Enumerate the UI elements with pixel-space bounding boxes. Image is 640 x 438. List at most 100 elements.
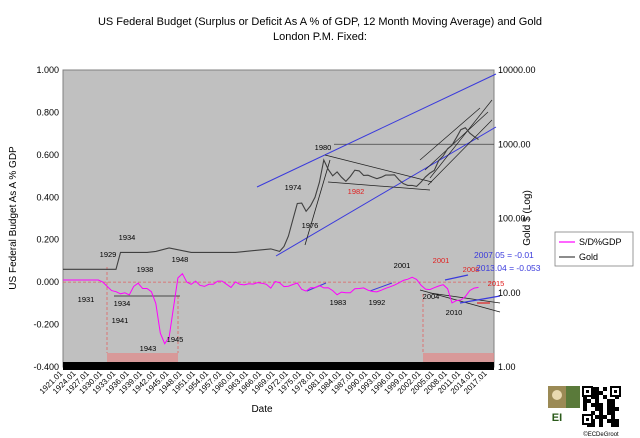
annotation-black-12: 1945 xyxy=(167,335,184,344)
qr-finder-dot-2 xyxy=(586,418,589,421)
annotation-black-15: 2004 xyxy=(423,292,440,301)
qr-cell xyxy=(603,395,607,399)
qr-cell xyxy=(595,399,599,403)
y-right-tick-1: 1000.00 xyxy=(498,139,531,149)
annotation-black-7: 1948 xyxy=(172,255,189,264)
qr-cell xyxy=(595,387,599,391)
credit-text: ©ECDeGroot xyxy=(583,431,619,438)
qr-cell xyxy=(611,403,615,407)
x-axis-label: Date xyxy=(251,404,273,415)
qr-cell xyxy=(611,399,615,403)
qr-cell xyxy=(607,403,611,407)
y-left-tick-3: 0.400 xyxy=(36,192,59,202)
qr-cell xyxy=(587,399,591,403)
qr-cell xyxy=(599,419,603,423)
y-axis-right-ticks: 10000.00 1000.00 100.00 10.00 1.00 xyxy=(498,65,536,372)
y-axis-left-ticks: 1.000 0.800 0.600 0.400 0.200 0.000 -0.200 -0.4… xyxy=(33,65,59,372)
qr-cell xyxy=(599,423,603,427)
qr-cell xyxy=(607,411,611,415)
qr-cell xyxy=(591,411,595,415)
annotation-black-2: 1976 xyxy=(302,221,319,230)
qr-cell xyxy=(591,403,595,407)
qr-cell xyxy=(603,387,607,391)
annotation-black-4: 1934 xyxy=(119,233,136,242)
y-axis-left-label: US Federal Budget As A % GDP xyxy=(8,146,19,290)
y-left-tick-0: 1.000 xyxy=(36,65,59,75)
qr-cell xyxy=(595,415,599,419)
annotation-red-0: 1982 xyxy=(348,187,365,196)
logo-side xyxy=(566,386,580,408)
blue-arrow-2007 xyxy=(444,274,469,281)
annotation-black-13: 1983 xyxy=(330,298,347,307)
qr-cell xyxy=(607,407,611,411)
qr-cell xyxy=(595,391,599,395)
annotation-black-14: 1992 xyxy=(369,298,386,307)
legend-label-gold: Gold xyxy=(579,252,598,262)
qr-cell xyxy=(611,407,615,411)
annotation-black-1: 1974 xyxy=(285,183,302,192)
series-line-s-d-gdp xyxy=(63,272,479,345)
series-line-gold xyxy=(63,127,479,270)
triangle-lower xyxy=(327,181,431,191)
blue-arrow-2013 xyxy=(459,295,501,304)
qr-cell xyxy=(595,403,599,407)
qr-cell xyxy=(615,407,619,411)
annotation-red-2: 2008 xyxy=(463,265,480,274)
qr-cell xyxy=(599,403,603,407)
x-axis-ticks: 1921.011924.011927.011930.011933.011936.… xyxy=(38,369,490,396)
qr-cell xyxy=(595,395,599,399)
qr-cell xyxy=(599,407,603,411)
annotation-red-1: 2001 xyxy=(433,256,450,265)
qr-cell xyxy=(611,411,615,415)
triangle-upper xyxy=(324,154,433,183)
logo: EI ©ECDeGroot xyxy=(548,386,621,438)
qr-cell xyxy=(603,415,607,419)
qr-cell xyxy=(583,399,587,403)
data-series xyxy=(63,127,479,345)
chart-title-line2: London P.M. Fixed: xyxy=(273,31,367,43)
y-left-tick-6: -0.200 xyxy=(33,320,59,330)
qr-cell xyxy=(611,423,615,427)
y-left-tick-5: 0.000 xyxy=(36,277,59,287)
annotation-black-9: 1934 xyxy=(114,299,131,308)
y-left-tick-4: 0.200 xyxy=(36,235,59,245)
blue-channel-lower xyxy=(275,126,497,257)
y-left-tick-7: -0.400 xyxy=(33,362,59,372)
annotation-black-16: 2010 xyxy=(446,308,463,317)
y-axis-right-label: Gold $ (Log) xyxy=(522,190,533,246)
qr-code xyxy=(582,386,621,427)
qr-finder-dot-1 xyxy=(614,390,617,393)
annotation-red-3: 2015 xyxy=(488,279,505,288)
qr-cell xyxy=(607,419,611,423)
qr-cell xyxy=(595,407,599,411)
fan-line-1 xyxy=(419,107,481,161)
qr-cell xyxy=(583,407,587,411)
chart-title-line1: US Federal Budget (Surplus or Deficit As… xyxy=(98,16,542,28)
fan-line-4 xyxy=(427,119,493,186)
x-axis-bar xyxy=(63,362,494,370)
annotation-black-0: 1980 xyxy=(315,143,332,152)
legend-box xyxy=(554,231,634,267)
support-1976 xyxy=(304,159,331,246)
annotation-black-11: 1943 xyxy=(140,344,157,353)
qr-cell xyxy=(583,403,587,407)
qr-cell xyxy=(615,423,619,427)
annotation-black-3: 2001 xyxy=(394,261,411,270)
qr-cell xyxy=(611,419,615,423)
qr-cell xyxy=(607,399,611,403)
qr-cell xyxy=(615,419,619,423)
y-right-tick-2: 100.00 xyxy=(498,214,526,224)
annotation-black-5: 1929 xyxy=(100,250,117,259)
annotation-black-8: 1931 xyxy=(78,295,95,304)
deficit-trend-2 xyxy=(429,292,501,304)
fan-line-2 xyxy=(424,111,489,171)
qr-finder-dot-0 xyxy=(586,390,589,393)
annotation-blue-0: 2007.05 = -0.01 xyxy=(474,250,534,260)
annotation-black-6: 1938 xyxy=(137,265,154,274)
y-right-tick-4: 1.00 xyxy=(498,362,516,372)
qr-cell xyxy=(599,411,603,415)
y-right-tick-3: 10.00 xyxy=(498,288,521,298)
qr-cell xyxy=(599,391,603,395)
blue-channel-upper xyxy=(256,73,497,188)
